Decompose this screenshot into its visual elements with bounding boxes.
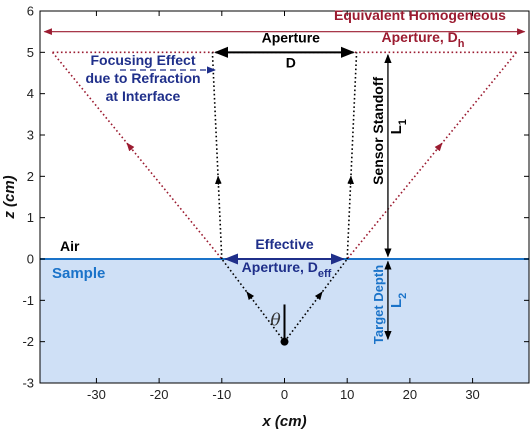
x-tick-label: 30 xyxy=(465,387,479,402)
effective-aperture-main: Aperture, D xyxy=(242,259,318,275)
focusing-effect-label-line3: at Interface xyxy=(106,88,181,104)
y-tick-label: -3 xyxy=(22,376,34,391)
target-depth-label: Target Depth xyxy=(371,265,386,344)
x-axis-label: x (cm) xyxy=(261,413,306,430)
target-point xyxy=(280,337,289,346)
l2-subscript: 2 xyxy=(397,293,409,299)
equivalent-ray-arrow-right xyxy=(434,142,443,152)
sample-ray-left xyxy=(221,258,286,343)
x-tick-label: -10 xyxy=(212,387,231,402)
equivalent-aperture-label-line2: Aperture, Dh xyxy=(382,29,465,50)
sample-ray-arrow-left xyxy=(246,291,255,301)
sample-ray-arrow-right xyxy=(314,291,323,301)
l1-main: L xyxy=(388,125,405,134)
focusing-effect-label-line2: due to Refraction xyxy=(85,70,200,86)
equivalent-ray-arrow-left xyxy=(126,142,135,152)
effective-aperture-label-line1: Effective xyxy=(255,236,314,252)
sample-region-label: Sample xyxy=(52,265,105,282)
l2-main: L xyxy=(388,299,405,308)
y-tick-label: 2 xyxy=(27,169,34,184)
y-tick-label: 5 xyxy=(27,45,34,60)
aperture-symbol: D xyxy=(286,54,296,70)
air-region-label: Air xyxy=(60,238,80,254)
y-tick-label: 0 xyxy=(27,252,34,267)
focusing-effect-label-line1: Focusing Effect xyxy=(90,52,195,68)
equivalent-aperture-subscript: h xyxy=(458,38,465,50)
y-tick-label: 3 xyxy=(27,128,34,143)
equivalent-aperture-label-line1: Equivalent Homogeneous xyxy=(334,7,506,23)
l2-label: L2 xyxy=(388,293,409,308)
l1-label: L1 xyxy=(388,119,409,134)
sample-ray-right xyxy=(283,258,348,343)
x-tick-label: 20 xyxy=(403,387,417,402)
theta-label: θ xyxy=(271,311,281,331)
y-tick-label: 4 xyxy=(27,86,34,101)
x-tick-label: -30 xyxy=(87,387,106,402)
y-tick-label: 1 xyxy=(27,210,34,225)
air-ray-left xyxy=(211,52,223,260)
effective-aperture-subscript: eff xyxy=(318,268,332,280)
y-tick-label: -2 xyxy=(22,334,34,349)
y-tick-label: 6 xyxy=(27,4,34,19)
sensor-standoff-label: Sensor Standoff xyxy=(370,76,386,184)
x-tick-label: 10 xyxy=(340,387,354,402)
y-tick-label: -1 xyxy=(22,293,34,308)
y-axis-label: z (cm) xyxy=(1,175,18,219)
equivalent-ray-left xyxy=(51,51,223,260)
effective-aperture-label-line2: Aperture, Deff xyxy=(242,259,332,280)
air-ray-right xyxy=(346,52,358,260)
equivalent-aperture-main: Aperture, D xyxy=(382,29,458,45)
x-tick-label: -20 xyxy=(150,387,169,402)
equivalent-ray-right xyxy=(346,51,518,260)
l1-subscript: 1 xyxy=(397,119,409,125)
x-tick-label: 0 xyxy=(281,387,288,402)
aperture-label: Aperture xyxy=(262,29,321,45)
